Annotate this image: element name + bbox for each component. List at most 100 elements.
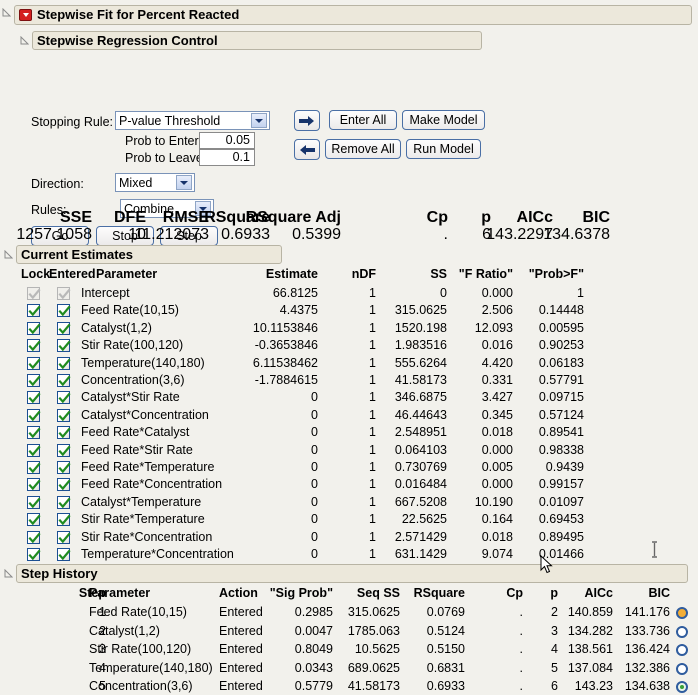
history-model-marker[interactable] [676, 681, 688, 693]
history-aicc: 138.561 [567, 642, 613, 656]
disclosure-triangle-icon[interactable] [20, 36, 29, 45]
estimates-entered-checkbox[interactable] [57, 391, 71, 405]
estimates-entered-checkbox[interactable] [57, 478, 71, 492]
remove-arrow-button[interactable] [294, 139, 320, 160]
stopping-rule-select[interactable]: P-value Threshold [115, 111, 270, 130]
estimates-entered-checkbox[interactable] [57, 495, 71, 509]
history-col-header-bic: BIC [648, 586, 670, 600]
estimates-col-header-entered: Entered [49, 267, 96, 281]
estimates-parameter-name: Concentration(3,6) [81, 373, 185, 387]
history-p: 5 [551, 660, 558, 675]
fit-stat-value: 6 [482, 226, 491, 243]
current-estimates-table: Lock Entered Parameter Estimate nDF SS "F Rati… [0, 266, 698, 562]
history-model-marker[interactable] [676, 662, 688, 675]
history-model-marker[interactable] [676, 607, 688, 619]
stop-button[interactable]: Stop [96, 226, 154, 246]
estimates-estimate: -1.7884615 [254, 373, 318, 387]
estimates-ndf: 1 [369, 529, 376, 544]
regression-control-header: Stepwise Regression Control [0, 31, 698, 50]
run-model-button[interactable]: Run Model [406, 139, 481, 159]
history-seqss: 41.58173 [347, 679, 400, 693]
enter-arrow-button[interactable] [294, 110, 320, 131]
estimates-entered-checkbox[interactable] [57, 443, 71, 457]
chevron-down-icon[interactable] [176, 175, 192, 190]
disclosure-triangle-icon[interactable] [4, 250, 13, 259]
estimates-lock-checkbox[interactable] [27, 374, 41, 387]
estimates-entered-checkbox[interactable] [57, 513, 71, 527]
history-model-marker[interactable] [676, 625, 688, 638]
estimates-lock-checkbox[interactable] [27, 391, 41, 405]
estimates-ss: 0 [440, 286, 447, 300]
estimates-entered-checkbox[interactable] [57, 426, 71, 440]
history-step: 5 [99, 679, 106, 693]
estimates-entered-checkbox[interactable] [57, 339, 71, 353]
estimates-estimate: -0.3653846 [254, 338, 318, 353]
enter-all-button[interactable]: Enter All [329, 110, 397, 130]
estimates-probf: 0.89495 [538, 529, 584, 544]
estimates-lock-checkbox[interactable] [27, 356, 41, 370]
red-triangle-menu-icon[interactable] [19, 9, 32, 21]
estimates-entered-checkbox[interactable] [57, 304, 71, 318]
rules-label: Rules: [31, 203, 67, 217]
estimates-entered-checkbox[interactable] [57, 461, 71, 474]
estimates-ndf: 1 [369, 390, 376, 405]
estimates-probf: 0.57124 [538, 407, 584, 422]
chevron-down-icon[interactable] [251, 113, 267, 128]
estimates-lock-checkbox[interactable] [27, 339, 41, 353]
direction-select[interactable]: Mixed [115, 173, 195, 192]
rules-select[interactable]: Combine [120, 199, 214, 218]
estimates-ss: 0.016484 [394, 477, 447, 492]
fit-stat-value: 134.6378 [543, 226, 610, 243]
estimates-lock-checkbox[interactable] [27, 530, 41, 544]
estimates-lock-checkbox[interactable] [27, 443, 41, 457]
make-model-button[interactable]: Make Model [402, 110, 485, 130]
history-col-header-aicc: AICc [584, 586, 613, 600]
history-parameter: Concentration(3,6) [89, 679, 193, 693]
estimates-entered-checkbox[interactable] [57, 356, 71, 370]
prob-to-leave-input[interactable]: 0.1 [199, 149, 255, 166]
estimates-ss: 1.983516 [394, 338, 447, 353]
estimates-entered-checkbox[interactable] [57, 321, 71, 335]
estimates-entered-checkbox[interactable] [57, 374, 71, 387]
go-button[interactable]: Go [31, 226, 89, 246]
step-history-title: Step History [21, 565, 98, 581]
disclosure-triangle-icon[interactable] [4, 569, 13, 578]
estimates-fratio: 0.018 [481, 425, 513, 440]
estimates-probf: 0.89541 [538, 425, 584, 440]
estimates-col-header-lock: Lock [21, 267, 51, 281]
estimates-ss: 46.44643 [394, 407, 447, 422]
regression-control-title-bar: Stepwise Regression Control [32, 31, 482, 50]
estimates-lock-checkbox[interactable] [27, 513, 41, 527]
fit-stat-header: BIC [582, 209, 610, 226]
estimates-entered-checkbox[interactable] [57, 408, 71, 422]
history-p: 3 [551, 623, 558, 638]
history-step: 3 [99, 642, 106, 656]
disclosure-triangle-icon[interactable] [2, 8, 11, 17]
estimates-entered-checkbox[interactable] [57, 530, 71, 544]
history-model-marker[interactable] [676, 644, 688, 656]
history-cp: . [519, 679, 523, 693]
stopping-rule-label: Stopping Rule: [31, 115, 114, 129]
estimates-lock-checkbox[interactable] [27, 478, 41, 492]
estimates-lock-checkbox[interactable] [27, 548, 41, 561]
estimates-lock-checkbox[interactable] [27, 304, 41, 318]
estimates-parameter-name: Catalyst*Stir Rate [81, 390, 180, 405]
history-aicc: 140.859 [567, 605, 613, 619]
estimates-fratio: 0.331 [481, 373, 513, 387]
prob-to-enter-input[interactable]: 0.05 [199, 132, 255, 149]
remove-all-button[interactable]: Remove All [325, 139, 401, 159]
estimates-ndf: 1 [369, 477, 376, 492]
estimates-probf: 0.98338 [538, 442, 584, 457]
estimates-lock-checkbox[interactable] [27, 408, 41, 422]
chevron-down-icon[interactable] [195, 201, 211, 216]
estimates-lock-checkbox[interactable] [27, 461, 41, 474]
estimates-entered-checkbox[interactable] [57, 548, 71, 561]
estimates-fratio: 0.164 [481, 512, 513, 527]
estimates-lock-checkbox[interactable] [27, 426, 41, 440]
estimates-probf: 0.99157 [538, 477, 584, 492]
estimates-ndf: 1 [369, 494, 376, 509]
history-rsquare: 0.5124 [426, 623, 465, 638]
estimates-lock-checkbox[interactable] [27, 321, 41, 335]
estimates-lock-checkbox[interactable] [27, 495, 41, 509]
fit-stat-value: 10 [128, 226, 146, 243]
